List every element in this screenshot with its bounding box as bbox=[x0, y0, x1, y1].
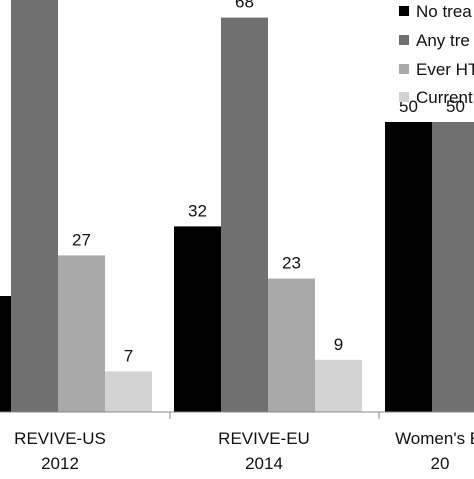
bar-1-3 bbox=[58, 255, 105, 412]
category-label-2-name: REVIVE-EU bbox=[218, 429, 310, 448]
data-label-2-2: 68 bbox=[235, 0, 254, 12]
bar-1-2 bbox=[11, 0, 58, 412]
category-label-3-name: Women's El bbox=[395, 429, 474, 448]
bar-3-1 bbox=[385, 122, 432, 412]
legend-label-2: Any tre bbox=[416, 31, 470, 50]
bar-2-4 bbox=[315, 359, 362, 412]
data-label-1-3: 27 bbox=[72, 230, 91, 249]
bar-1-4 bbox=[105, 371, 152, 412]
data-labels-layer: 7327732682395050 bbox=[72, 0, 465, 365]
bar-2-1 bbox=[174, 226, 221, 412]
legend-swatch-4 bbox=[399, 92, 409, 102]
data-label-2-1: 32 bbox=[188, 201, 207, 220]
category-label-3-year: 20 bbox=[431, 454, 450, 473]
legend-label-4: Current bbox=[416, 88, 473, 107]
legend-swatch-3 bbox=[399, 64, 409, 74]
data-label-1-4: 7 bbox=[124, 346, 133, 365]
category-labels: REVIVE-US 2012 REVIVE-EU 2014 Women's El 20 bbox=[14, 429, 474, 473]
legend: No trea Any tre Ever HT Current bbox=[399, 2, 474, 107]
bars-layer bbox=[0, 0, 474, 412]
category-label-1-name: REVIVE-US bbox=[14, 429, 106, 448]
data-label-3-2: 50 bbox=[446, 97, 465, 116]
bar-2-2 bbox=[221, 17, 268, 412]
data-label-2-4: 9 bbox=[334, 335, 343, 354]
bar-3-2 bbox=[432, 122, 474, 412]
legend-swatch-1 bbox=[399, 6, 409, 16]
bar-1-1 bbox=[0, 296, 11, 412]
legend-label-3: Ever HT bbox=[416, 60, 474, 79]
bar-2-3 bbox=[268, 278, 315, 412]
legend-swatch-2 bbox=[399, 35, 409, 45]
x-axis-ticks bbox=[169, 412, 380, 419]
legend-label-1: No trea bbox=[416, 2, 472, 21]
data-label-2-3: 23 bbox=[282, 254, 301, 273]
category-label-1-year: 2012 bbox=[41, 454, 79, 473]
category-label-2-year: 2014 bbox=[245, 454, 283, 473]
